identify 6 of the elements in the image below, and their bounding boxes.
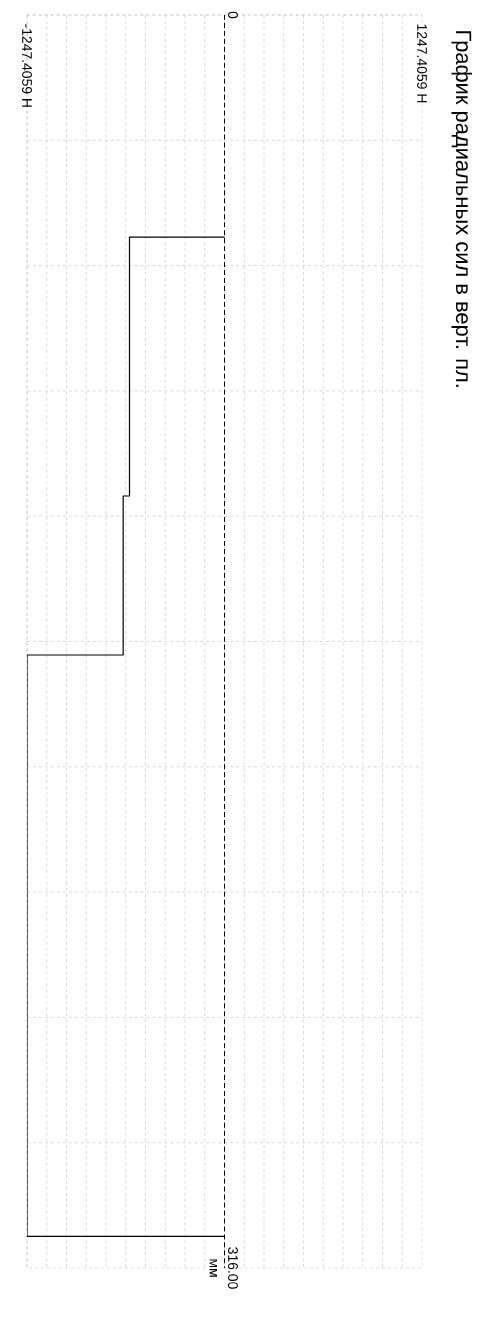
x-tick-label: 1247.4059 Н: [417, 24, 427, 103]
y-tick-label: 316.00: [228, 1247, 238, 1289]
text: График радиальных сил в верт. пл.: [451, 31, 472, 387]
y-axis-title: мм: [209, 1259, 217, 1277]
y-tick-label: 0: [228, 11, 238, 19]
x-tick-label: -1247.4059 Н: [22, 24, 32, 107]
